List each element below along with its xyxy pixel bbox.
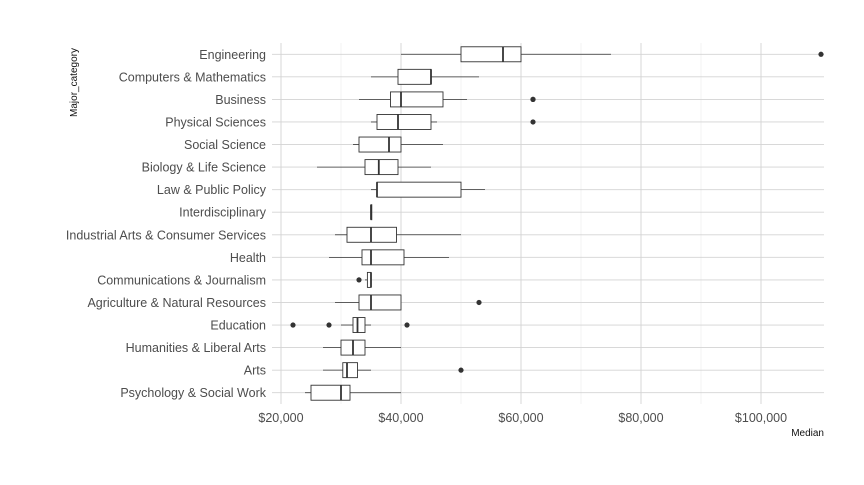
outlier-point: [476, 299, 482, 306]
y-tick-label: Psychology & Social Work: [120, 386, 266, 400]
y-tick-label: Industrial Arts & Consumer Services: [66, 228, 266, 242]
box: [358, 294, 402, 311]
outlier-point: [290, 322, 296, 328]
y-tick-label: Health: [230, 251, 266, 265]
x-axis-title: Median: [791, 428, 824, 439]
y-tick-label: Humanities & Liberal Arts: [126, 341, 266, 355]
box: [358, 136, 402, 153]
boxes: [290, 46, 824, 401]
x-tick-label: $60,000: [498, 411, 543, 425]
outlier-point: [404, 322, 410, 328]
box: [352, 317, 366, 333]
outlier-point: [530, 119, 536, 125]
x-tick-label: $40,000: [378, 411, 423, 425]
outlier-point: [458, 367, 464, 373]
y-tick-label: Arts: [244, 364, 266, 378]
y-tick-label: Social Science: [184, 138, 266, 152]
box: [460, 46, 522, 63]
y-tick-label: Engineering: [199, 48, 266, 62]
y-tick-label: Business: [215, 93, 266, 107]
x-tick-label: $80,000: [618, 411, 663, 425]
y-tick-label: Law & Public Policy: [157, 183, 267, 197]
y-tick-label: Education: [210, 319, 266, 333]
box: [376, 114, 432, 130]
box: [342, 362, 358, 379]
box: [376, 181, 462, 198]
y-tick-label: Agriculture & Natural Resources: [87, 296, 266, 310]
outlier-point: [326, 322, 332, 328]
axis-labels: $20,000 $40,000 $60,000 $80,000 $100,000 Engi…: [66, 48, 787, 425]
outlier-point: [818, 51, 824, 57]
box: [397, 68, 432, 85]
y-tick-label: Communications & Journalism: [97, 273, 266, 287]
box: [310, 384, 351, 401]
x-tick-label: $100,000: [735, 411, 787, 425]
outlier-point: [530, 96, 536, 103]
y-tick-label: Physical Sciences: [165, 115, 266, 129]
y-axis-title: Major_category: [68, 48, 80, 117]
outlier-point: [356, 277, 362, 283]
x-tick-label: $20,000: [258, 411, 303, 425]
y-tick-label: Computers & Mathematics: [119, 70, 266, 84]
y-tick-label: Biology & Life Science: [142, 161, 266, 175]
y-tick-label: Interdisciplinary: [179, 206, 267, 220]
box: [361, 249, 405, 266]
box: [390, 91, 444, 108]
box: [364, 159, 399, 176]
